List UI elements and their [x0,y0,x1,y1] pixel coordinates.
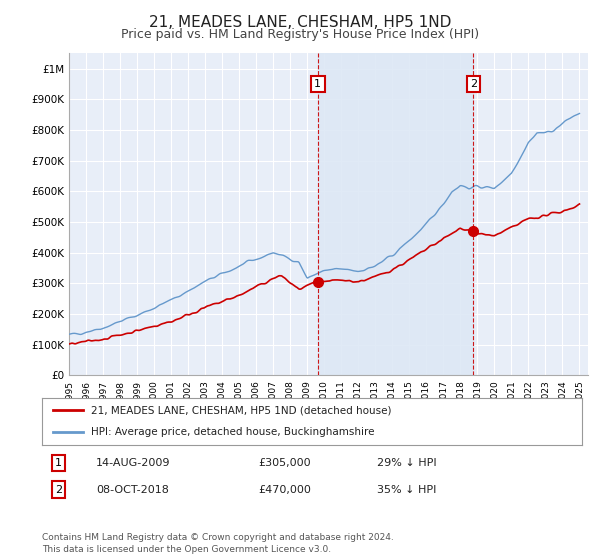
Text: 1: 1 [55,458,62,468]
Text: Price paid vs. HM Land Registry's House Price Index (HPI): Price paid vs. HM Land Registry's House … [121,28,479,41]
Text: £305,000: £305,000 [258,458,311,468]
Bar [318,53,473,375]
Text: 29% ↓ HPI: 29% ↓ HPI [377,458,436,468]
Text: 21, MEADES LANE, CHESHAM, HP5 1ND: 21, MEADES LANE, CHESHAM, HP5 1ND [149,15,451,30]
Text: This data is licensed under the Open Government Licence v3.0.: This data is licensed under the Open Gov… [42,545,331,554]
Text: Contains HM Land Registry data © Crown copyright and database right 2024.: Contains HM Land Registry data © Crown c… [42,533,394,542]
Text: 2: 2 [470,79,477,89]
Text: 2: 2 [55,484,62,494]
Text: 21, MEADES LANE, CHESHAM, HP5 1ND (detached house): 21, MEADES LANE, CHESHAM, HP5 1ND (detac… [91,405,391,416]
Text: 35% ↓ HPI: 35% ↓ HPI [377,484,436,494]
Text: 14-AUG-2009: 14-AUG-2009 [96,458,170,468]
Text: £470,000: £470,000 [258,484,311,494]
Text: HPI: Average price, detached house, Buckinghamshire: HPI: Average price, detached house, Buck… [91,427,374,437]
Text: 08-OCT-2018: 08-OCT-2018 [96,484,169,494]
Text: 1: 1 [314,79,321,89]
